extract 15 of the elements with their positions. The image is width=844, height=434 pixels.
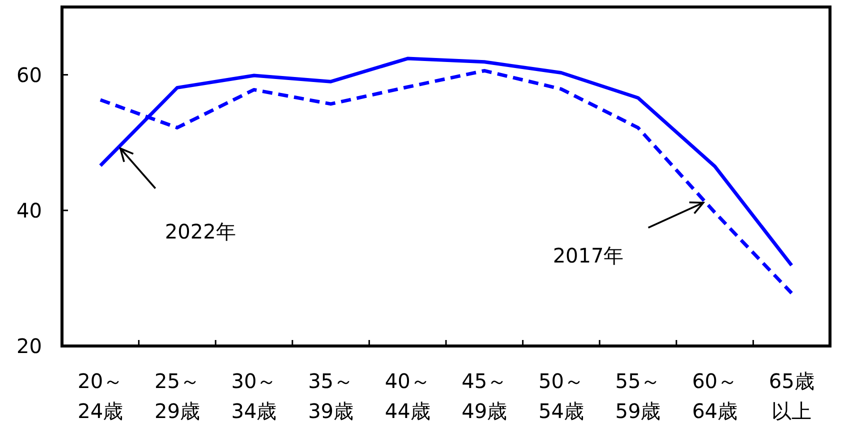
x-tick-label: 40～44歳 [384,369,430,423]
y-tick-label: 40 [16,198,42,222]
x-tick-label: 45～49歳 [462,369,508,423]
annotation: 2017年 [552,244,624,268]
x-tick-label: 60～64歳 [692,369,738,423]
x-tick-label: 30～34歳 [231,369,277,423]
y-tick-label: 20 [16,334,42,358]
annotation: 2022年 [164,219,236,244]
x-tick-label: 20～24歳 [78,369,124,423]
x-tick-label: 35～39歳 [308,369,354,423]
x-tick-label: 50～54歳 [538,369,584,423]
y-tick-label: 60 [16,62,42,87]
x-tick-label: 65歳以上 [768,369,814,423]
x-tick-label: 25～29歳 [154,369,200,423]
x-tick-label: 55～59歳 [615,369,661,423]
